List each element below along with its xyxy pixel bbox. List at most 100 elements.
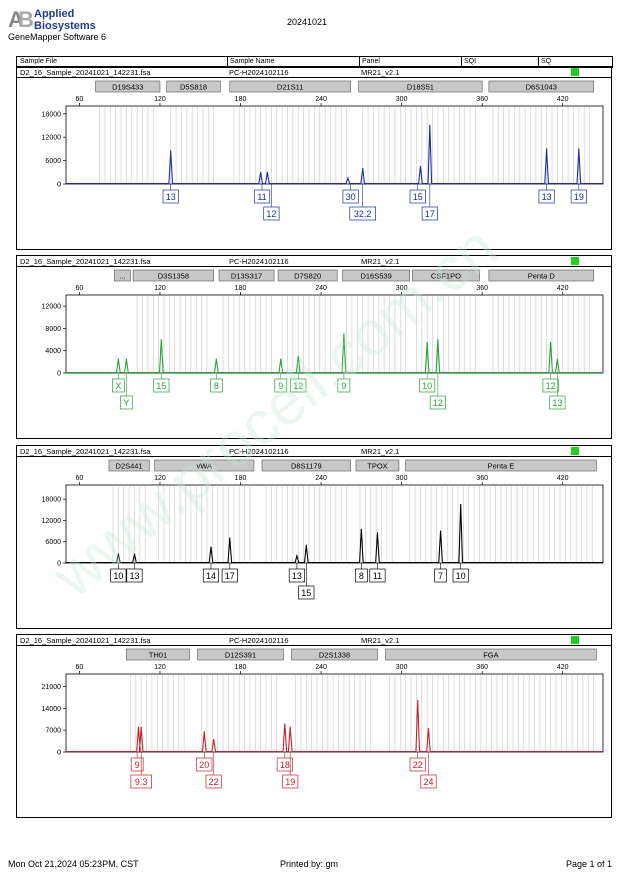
column-header: Sample File Sample Name Panel SQI SQ xyxy=(16,56,613,68)
allele-label: 12 xyxy=(293,381,303,391)
marker-label: D7S820 xyxy=(294,272,321,281)
y-tick-label: 0 xyxy=(57,182,61,189)
x-tick-label: 420 xyxy=(557,475,569,482)
sample-name: PC-H2024102116 xyxy=(229,447,289,456)
peak xyxy=(460,503,462,506)
x-tick-label: 180 xyxy=(235,664,247,671)
panel-name: MR21_v2.1 xyxy=(361,257,399,266)
allele-label: 15 xyxy=(156,381,166,391)
allele-box xyxy=(337,378,351,393)
marker-box xyxy=(114,269,131,282)
peak xyxy=(140,726,142,728)
electropherogram-black: D2_16_Sample_20241021_142231.fsa PC-H2024… xyxy=(16,445,612,629)
peak xyxy=(376,532,379,534)
y-tick-label: 12000 xyxy=(42,518,62,525)
allele-label: 10 xyxy=(422,381,432,391)
allele-box xyxy=(210,378,223,393)
allele-label: 13 xyxy=(166,192,176,202)
allele-box xyxy=(276,757,293,772)
marker-box xyxy=(95,80,161,93)
allele-label: X xyxy=(115,381,121,391)
peak xyxy=(417,699,419,702)
y-tick-label: 14000 xyxy=(42,706,62,713)
marker-box xyxy=(355,459,400,472)
marker-label: D2S1338 xyxy=(319,651,350,660)
marker-box xyxy=(108,459,150,472)
peak xyxy=(296,555,298,557)
allele-box xyxy=(274,378,288,393)
peak xyxy=(229,537,231,539)
peak xyxy=(297,355,299,357)
y-tick-label: 7000 xyxy=(45,728,61,735)
allele-label: 12 xyxy=(433,398,443,408)
peak xyxy=(289,726,291,728)
allele-label: 11 xyxy=(373,571,382,581)
allele-box xyxy=(112,378,125,393)
allele-box xyxy=(549,395,566,410)
allele-label: 8 xyxy=(214,381,219,391)
allele-box xyxy=(288,568,305,583)
peak xyxy=(260,171,262,173)
marker-box xyxy=(197,648,284,661)
panel-name: MR21_v2.1 xyxy=(361,447,399,456)
plot-area xyxy=(65,105,604,185)
marker-box xyxy=(154,459,255,472)
col-sample-file: Sample File xyxy=(20,58,57,65)
peak xyxy=(578,148,580,150)
allele-label: 15 xyxy=(301,588,311,598)
peak xyxy=(133,553,136,555)
marker-label: Penta E xyxy=(488,462,515,471)
x-tick-label: 60 xyxy=(76,664,84,671)
y-tick-label: 21000 xyxy=(42,684,62,691)
signal-trace xyxy=(66,125,603,185)
printed-by: Printed by: gm xyxy=(280,859,339,869)
x-tick-label: 120 xyxy=(154,285,166,292)
x-tick-label: 360 xyxy=(476,475,488,482)
col-sqi: SQI xyxy=(464,58,477,65)
x-tick-label: 300 xyxy=(396,96,408,103)
allele-box xyxy=(130,757,144,772)
peak xyxy=(117,553,119,555)
marker-box xyxy=(488,80,594,93)
allele-box xyxy=(369,568,386,583)
peak xyxy=(439,530,442,532)
allele-label: 11 xyxy=(257,192,266,202)
marker-label: TPOX xyxy=(367,462,387,471)
allele-label: 17 xyxy=(225,571,235,581)
marker-label: D19S433 xyxy=(112,83,143,92)
marker-label: D8S1179 xyxy=(291,462,322,471)
allele-label: 7 xyxy=(438,571,443,581)
allele-label: 10 xyxy=(113,571,123,581)
logo-line1: Applied xyxy=(34,8,74,20)
peak xyxy=(213,738,215,741)
allele-box xyxy=(162,189,179,204)
plot-area xyxy=(65,294,604,374)
peak xyxy=(266,171,268,173)
x-tick-label: 180 xyxy=(235,96,247,103)
signal-trace xyxy=(66,504,603,564)
allele-label: 12 xyxy=(266,209,276,219)
peak xyxy=(160,338,162,341)
allele-box xyxy=(202,568,220,583)
peak xyxy=(360,528,362,530)
sample-name: PC-H2024102116 xyxy=(229,68,289,77)
allele-box xyxy=(298,585,315,600)
sample-file: D2_16_Sample_20241021_142231.fsa xyxy=(20,447,151,456)
peak xyxy=(347,177,349,179)
x-tick-label: 240 xyxy=(315,285,327,292)
allele-box xyxy=(126,568,143,583)
allele-label: 12 xyxy=(546,381,556,391)
marker-label: CSF1PO xyxy=(431,272,461,281)
allele-label: 30 xyxy=(346,192,356,202)
allele-label: 9 xyxy=(278,381,283,391)
sizing-quality-indicator xyxy=(571,447,579,455)
allele-box xyxy=(342,189,359,204)
peak xyxy=(284,723,286,725)
marker-box xyxy=(488,269,594,282)
allele-label: 17 xyxy=(425,209,435,219)
peak xyxy=(546,148,548,150)
peak xyxy=(429,124,431,127)
marker-box xyxy=(405,459,597,472)
allele-label: 22 xyxy=(413,760,423,770)
x-tick-label: 60 xyxy=(76,285,84,292)
